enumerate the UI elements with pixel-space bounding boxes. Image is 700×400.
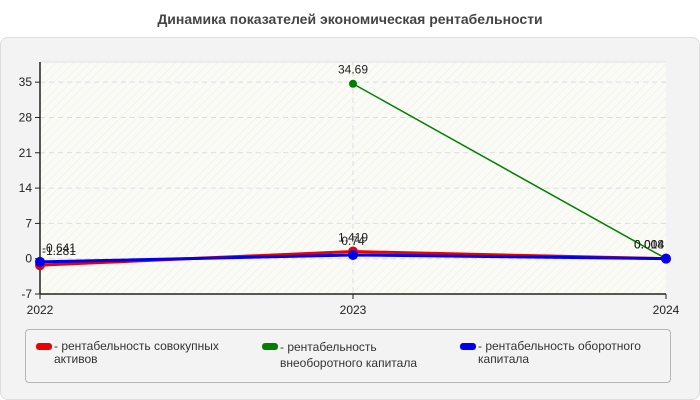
y-tick-label: 0 xyxy=(25,252,32,266)
data-label: 0.008 xyxy=(634,238,664,252)
y-tick-label: -7 xyxy=(21,287,32,301)
legend-swatch-red xyxy=(36,343,52,350)
legend: - рентабельность совокупных активов - ре… xyxy=(25,329,671,383)
legend-label: - рентабельность оборотного капитала xyxy=(478,339,641,366)
data-label: -0.641 xyxy=(42,241,76,255)
legend-item-total-assets: - рентабельность совокупных активов xyxy=(36,340,219,366)
data-labels: -1.281 1.419 0.004 34.69 0.008 -0.641 0.74 0.01… xyxy=(42,63,664,258)
data-label: 0.014 xyxy=(634,238,664,252)
legend-item-working-capital: - рентабельность оборотного капитала xyxy=(460,340,641,366)
series-lines xyxy=(35,79,671,271)
y-tick-label: 35 xyxy=(19,75,33,89)
y-tick-label: 7 xyxy=(25,216,32,230)
chart-title: Динамика показателей экономическая рента… xyxy=(157,11,543,27)
y-tick-label: 28 xyxy=(19,110,33,124)
data-label: 1.419 xyxy=(338,231,368,245)
legend-label: - рентабельность внеоборотного капитала xyxy=(280,340,417,370)
line-chart: -7 0 7 14 21 28 35 2022 2023 2024 -1.281 1.419 0.00… xyxy=(19,61,680,317)
legend-swatch-green xyxy=(262,343,278,350)
x-tick-label: 2023 xyxy=(340,303,367,317)
data-point[interactable] xyxy=(349,79,357,88)
data-label: 0.74 xyxy=(341,234,365,248)
x-tick-label: 2024 xyxy=(653,303,680,317)
legend-label: - рентабельность совокупных активов xyxy=(54,339,219,366)
data-label: -1.281 xyxy=(42,244,76,258)
legend-swatch-blue xyxy=(460,343,476,350)
y-tick-label: 14 xyxy=(19,181,33,195)
data-label: 34.69 xyxy=(338,63,368,77)
x-tick-label: 2022 xyxy=(27,303,54,317)
data-point[interactable] xyxy=(661,253,671,264)
data-label: 0.004 xyxy=(634,238,664,252)
series-line xyxy=(352,83,667,260)
data-point[interactable] xyxy=(35,256,45,267)
legend-item-noncurrent-capital: - рентабельность внеоборотного капитала xyxy=(262,340,417,371)
data-point[interactable] xyxy=(348,249,358,260)
y-tick-label: 21 xyxy=(19,146,33,160)
